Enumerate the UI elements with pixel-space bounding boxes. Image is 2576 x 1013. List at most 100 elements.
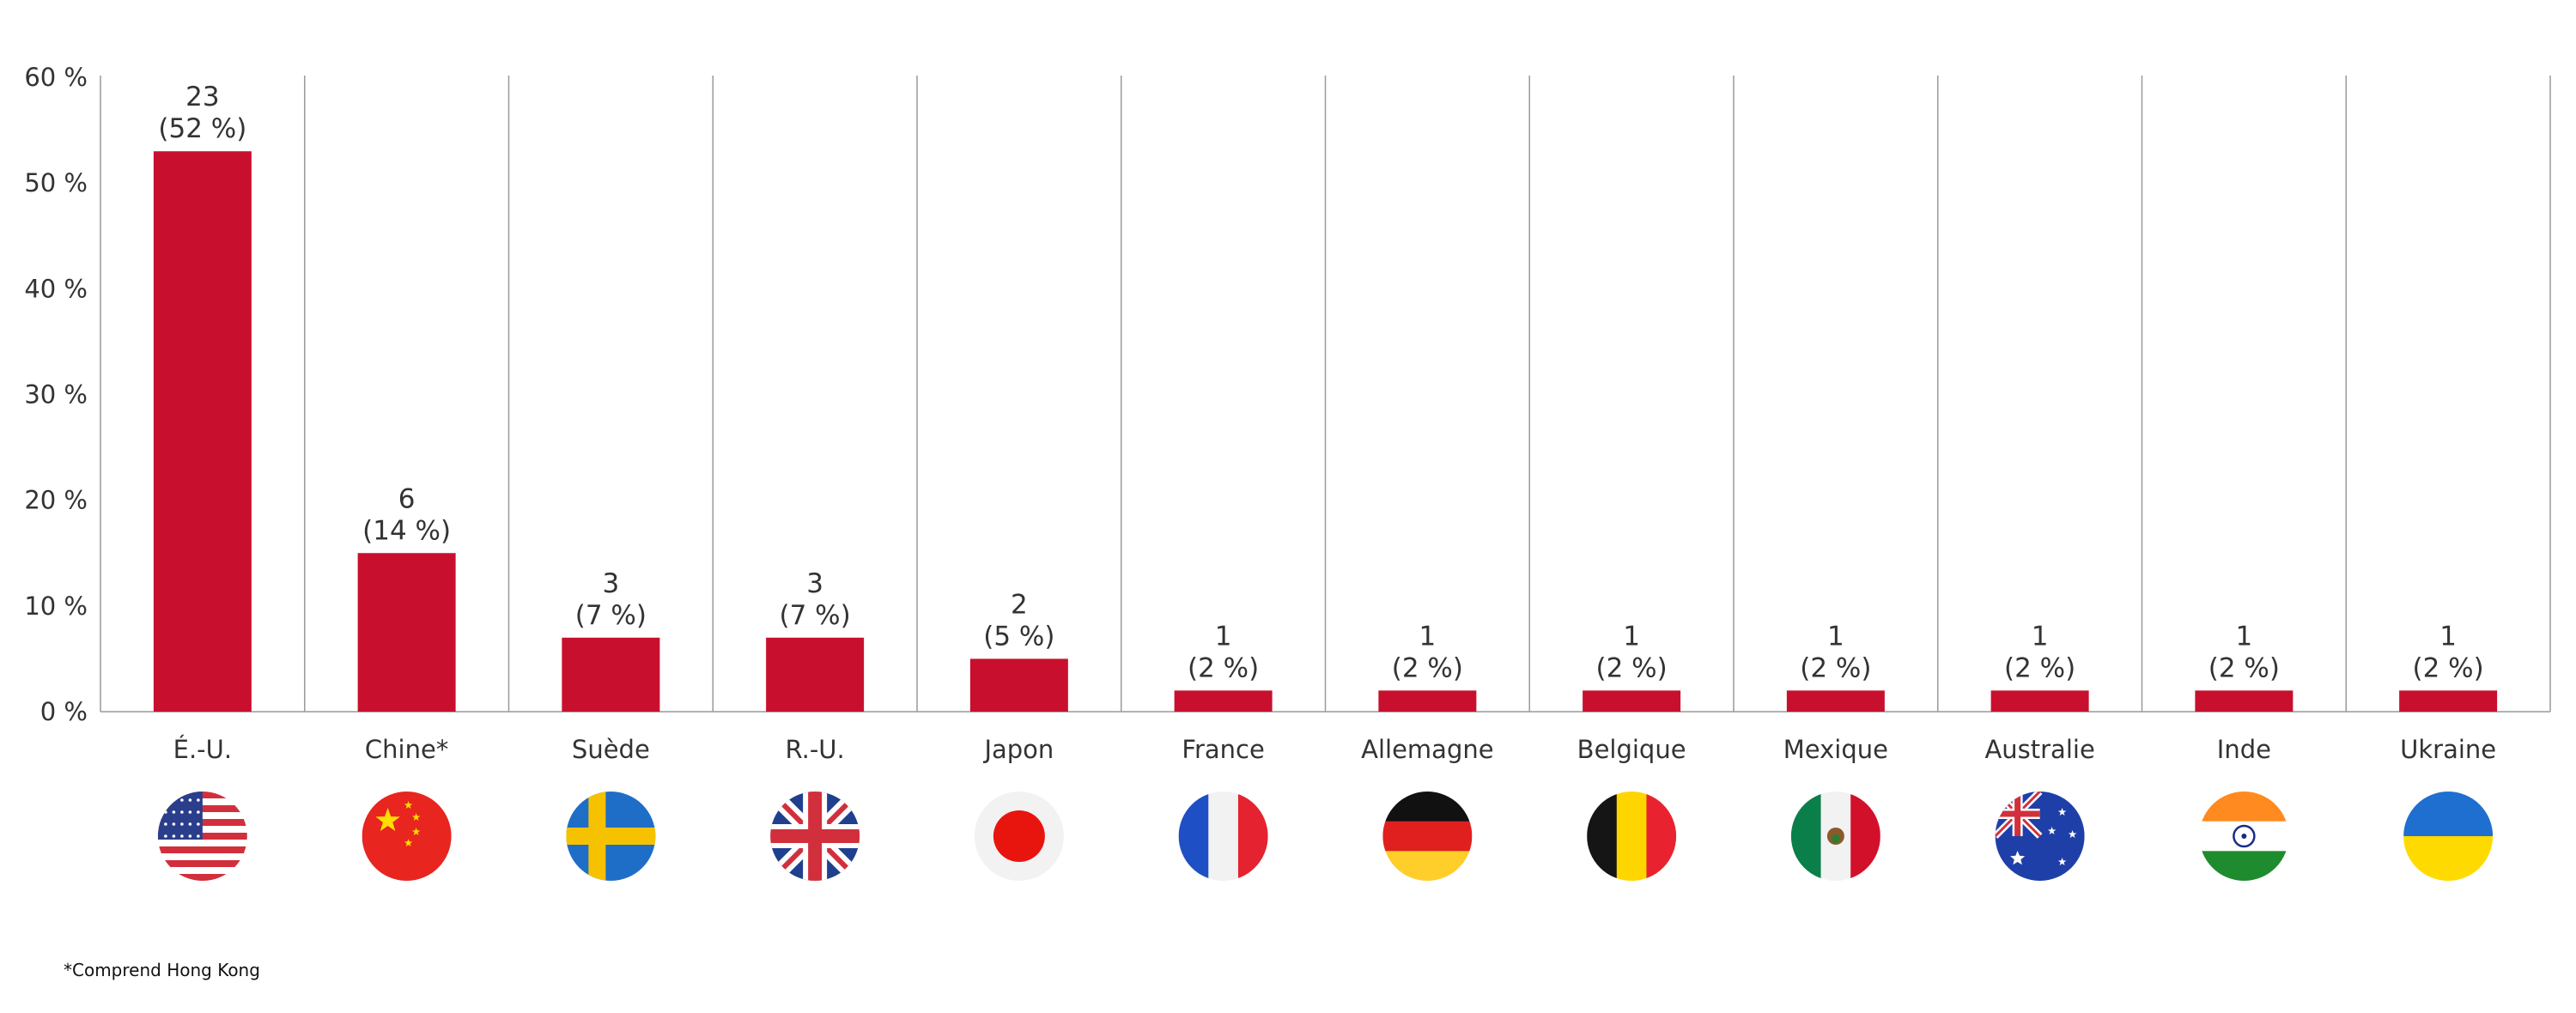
flag-france-icon [1178, 792, 1268, 881]
bar-count-label: 1 [2032, 621, 2049, 652]
flag-band [1646, 792, 1677, 881]
flag-band [1382, 792, 1473, 822]
category-label: Japon [982, 735, 1054, 764]
bar [1174, 690, 1273, 712]
flag-star [172, 822, 176, 826]
flag-star [2057, 858, 2067, 865]
y-tick-label: 0 % [40, 697, 88, 726]
flag-band [1178, 792, 1209, 881]
bar [1583, 690, 1681, 712]
category-label: R.-U. [786, 735, 845, 764]
flag-cross [2014, 792, 2021, 836]
flag-star [188, 822, 192, 826]
flag-stripe [157, 874, 247, 881]
y-tick-label: 20 % [24, 486, 88, 515]
bar-percent-label: (2 %) [2004, 652, 2075, 683]
bar-percent-label: (2 %) [2413, 652, 2484, 683]
category-label: Ukraine [2400, 735, 2496, 764]
flag-stripe [157, 853, 247, 861]
flag-star [180, 798, 184, 802]
flag-star [172, 834, 176, 838]
category-label: Australie [1984, 735, 2094, 764]
flag-belgium-icon [1587, 792, 1677, 881]
flag-star [2068, 830, 2077, 838]
flag-band [1382, 821, 1473, 852]
flag-canton [157, 792, 203, 840]
bar [766, 637, 865, 712]
flag-star [164, 822, 167, 826]
bar-percent-label: (2 %) [1596, 652, 1668, 683]
flag-star [411, 813, 421, 821]
flag-mexico-icon [1790, 792, 1880, 881]
category-label: Allemagne [1361, 735, 1493, 764]
flag-australia-icon [1995, 792, 2085, 881]
flag-star [188, 810, 192, 814]
flag-star [197, 810, 200, 814]
category-label: France [1182, 735, 1264, 764]
flag-star [180, 834, 184, 838]
flag-star [2057, 808, 2067, 816]
flag-chakra-hub [2241, 834, 2247, 839]
bar [153, 151, 252, 712]
bar [2195, 690, 2293, 712]
flag-star [164, 834, 167, 838]
flag-part [566, 828, 656, 845]
flag-star [164, 810, 167, 814]
bar-percent-label: (14 %) [362, 515, 451, 546]
bar-count-label: 1 [1827, 621, 1844, 652]
bar-count-label: 1 [2236, 621, 2253, 652]
bar-count-label: 1 [1419, 621, 1437, 652]
flag-star [404, 839, 413, 846]
flag-star [197, 798, 200, 802]
bar-percent-label: (2 %) [1800, 652, 1871, 683]
flag-star [404, 801, 413, 809]
bar-percent-label: (52 %) [158, 113, 246, 144]
category-label: Chine* [365, 735, 448, 764]
bar-count-label: 3 [603, 568, 620, 599]
flag-star [188, 834, 192, 838]
flag-germany-icon [1382, 792, 1473, 881]
flag-band [2403, 836, 2494, 881]
category-label: Mexique [1783, 735, 1888, 764]
bar-count-label: 3 [806, 568, 823, 599]
flag-star [375, 808, 400, 832]
flag-stripe [157, 840, 247, 847]
y-tick-label: 60 % [24, 63, 88, 92]
category-label: É.-U. [173, 735, 232, 764]
flag-star [180, 822, 184, 826]
flag-uk-icon [770, 792, 860, 881]
flag-band [1237, 792, 1268, 881]
bar [2399, 690, 2498, 712]
flag-star [188, 798, 192, 802]
bar-count-label: 6 [398, 483, 416, 514]
bar [562, 637, 660, 712]
bar-percent-label: (7 %) [780, 600, 851, 631]
flag-star [411, 828, 421, 835]
flag-star [197, 822, 200, 826]
bar-count-label: 1 [1623, 621, 1640, 652]
bar-percent-label: (2 %) [1188, 652, 1259, 683]
y-tick-label: 30 % [24, 380, 88, 409]
bar-percent-label: (7 %) [575, 600, 647, 631]
flag-japan-icon [974, 792, 1064, 881]
flag-band [2199, 792, 2289, 822]
flag-band [2403, 792, 2494, 837]
bar [969, 658, 1068, 712]
y-tick-label: 50 % [24, 168, 88, 197]
flag-emblem [1831, 834, 1840, 843]
bar [1378, 690, 1477, 712]
flag-part [588, 792, 606, 881]
bar-percent-label: (5 %) [983, 621, 1054, 652]
flag-band [2199, 851, 2289, 881]
flag-stripe [157, 846, 247, 854]
flag-band [1208, 792, 1239, 881]
flag-star [180, 810, 184, 814]
footnote: *Comprend Hong Kong [64, 960, 260, 980]
flag-chakra [2233, 824, 2256, 848]
flag-usa-icon [157, 792, 247, 881]
flag-band [1850, 792, 1880, 881]
bar-percent-label: (2 %) [1392, 652, 1463, 683]
flag-band [1382, 851, 1473, 881]
flag-ukraine-icon [2403, 792, 2494, 881]
